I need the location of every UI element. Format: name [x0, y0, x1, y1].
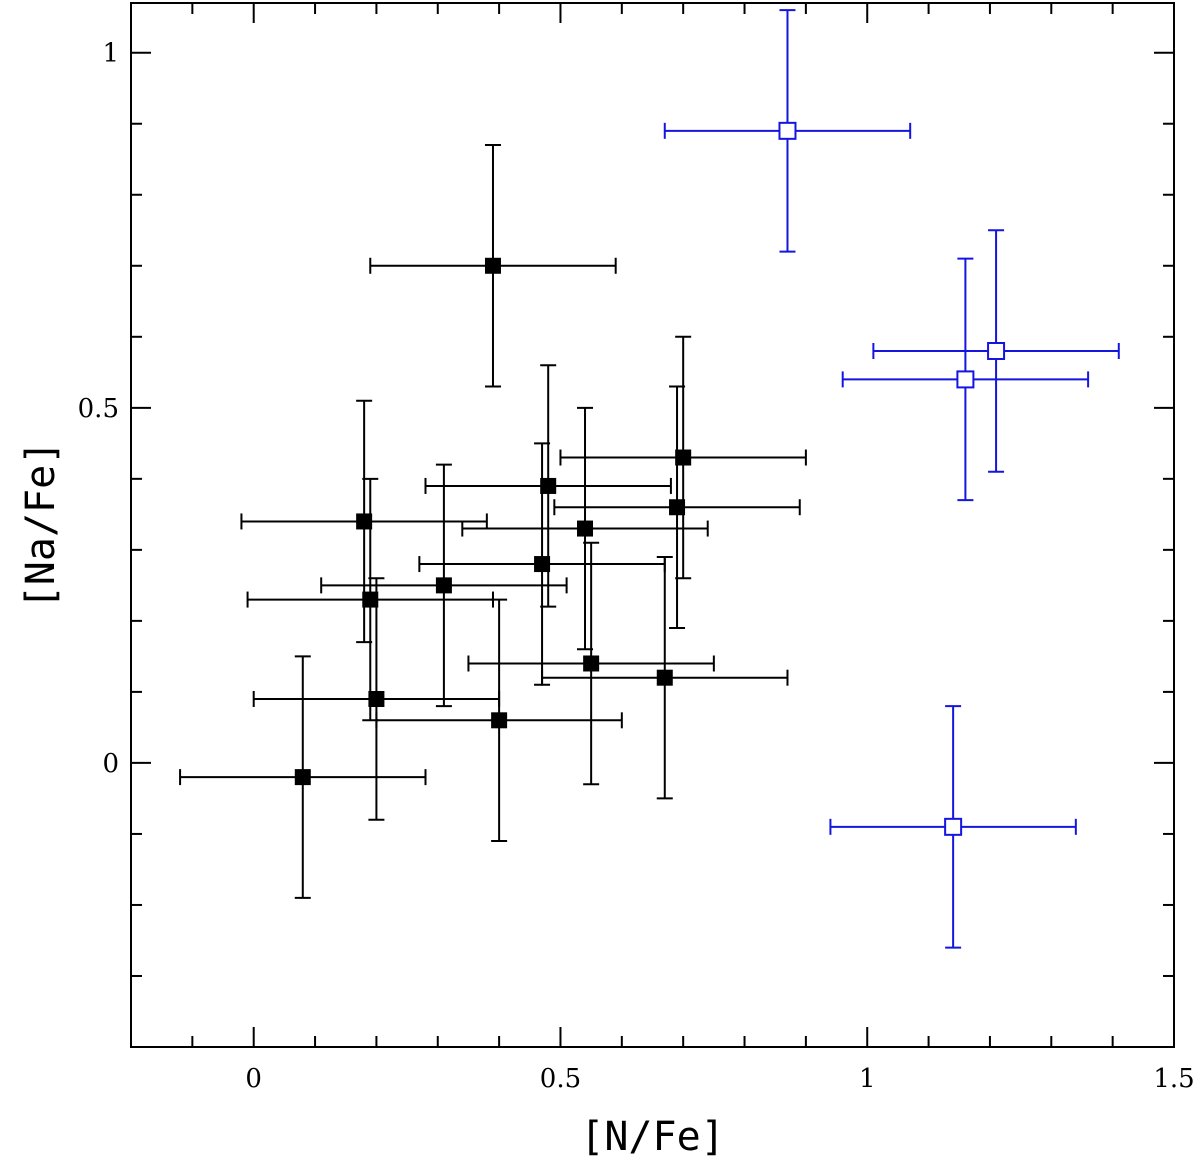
filled-square-marker: [669, 499, 686, 516]
data-point: [246, 477, 494, 722]
open-square-marker: [778, 121, 797, 140]
plot-frame: [130, 2, 1175, 1048]
tick-labels: 0 0.5 1 1.5 0 0.5 1: [78, 39, 1195, 1094]
open-square-marker: [944, 817, 963, 836]
filled-square-marker: [435, 577, 452, 594]
filled-square-marker: [491, 712, 508, 729]
data-point: [375, 598, 623, 843]
y-tick-label: 0.5: [78, 394, 119, 424]
x-tick-label: 1.5: [1153, 1064, 1194, 1094]
data-point: [467, 541, 715, 786]
axes-ticks: [131, 3, 1175, 1047]
y-axis-label: [Na/Fe]: [18, 441, 64, 610]
data-point: [320, 463, 568, 708]
x-tick-label: 1: [859, 1064, 876, 1094]
filled-square-marker: [484, 257, 501, 274]
open-square-marker: [956, 370, 975, 389]
filled-square-marker: [294, 769, 311, 786]
data-point: [829, 705, 1077, 949]
filled-square-marker: [675, 449, 692, 466]
filled-square-marker: [362, 591, 379, 608]
data-point: [663, 9, 912, 253]
series-open: [663, 9, 1120, 949]
data-point: [841, 257, 1090, 502]
filled-square-marker: [577, 520, 594, 537]
data-point: [179, 655, 427, 899]
x-axis-label: [N/Fe]: [580, 1114, 725, 1160]
data-point: [252, 577, 501, 821]
data-point: [553, 385, 801, 629]
filled-square-marker: [540, 477, 557, 494]
series-filled: [179, 144, 807, 899]
filled-square-marker: [368, 691, 385, 707]
data-point: [541, 555, 789, 800]
data-point: [461, 406, 709, 651]
x-tick-label: 0.5: [540, 1064, 581, 1094]
y-tick-label: 0: [102, 749, 119, 779]
data-point: [369, 144, 617, 388]
filled-square-marker: [656, 669, 673, 686]
data-point: [418, 442, 666, 686]
plot-area: [179, 9, 1120, 949]
data-point: [559, 335, 807, 580]
filled-square-marker: [356, 513, 373, 530]
data-point: [872, 229, 1120, 473]
open-square-marker: [987, 342, 1006, 360]
x-tick-label: 0: [245, 1064, 262, 1094]
filled-square-marker: [534, 556, 551, 573]
y-tick-label: 1: [102, 39, 119, 69]
filled-square-marker: [583, 655, 600, 672]
data-point: [424, 364, 672, 608]
